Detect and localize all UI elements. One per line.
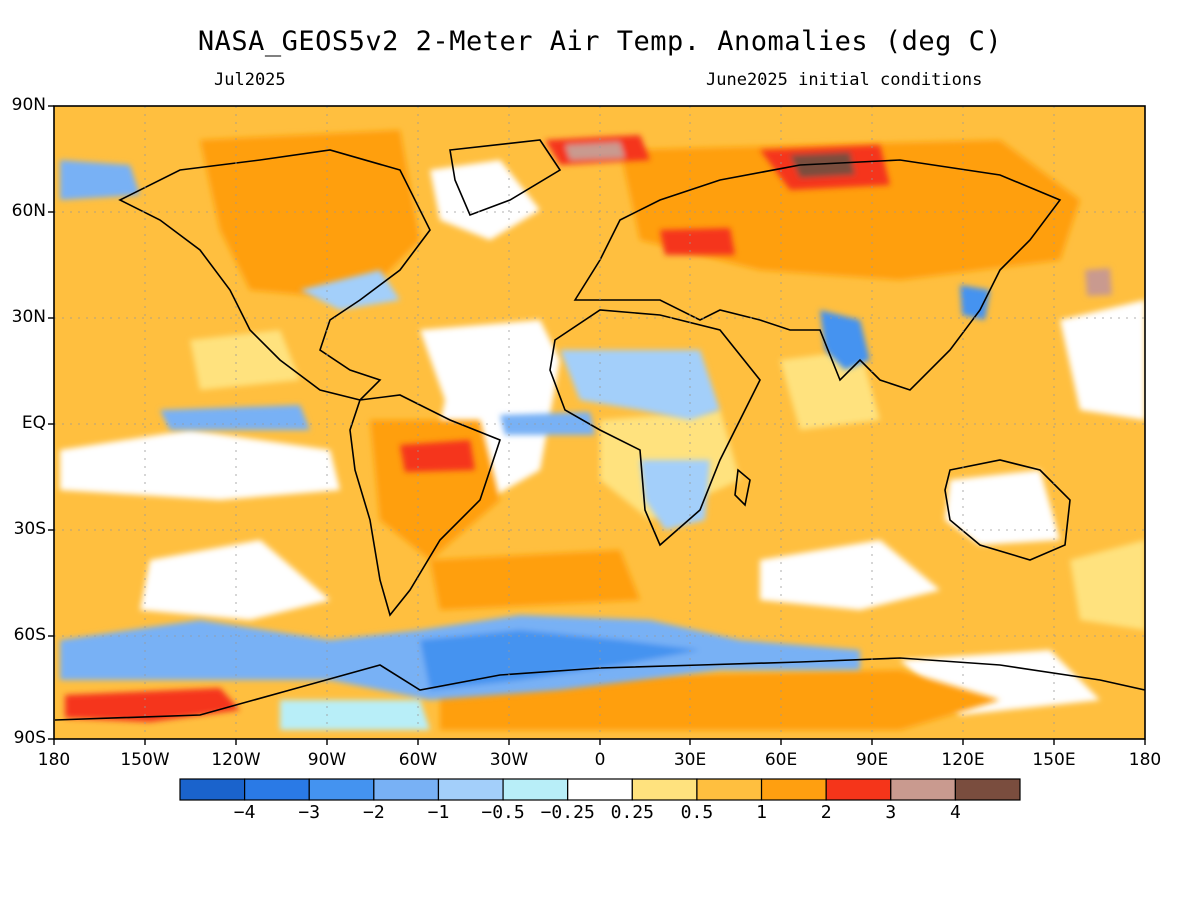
southern-africa-cold [640, 460, 710, 530]
colorbar-tick-label: −4 [233, 802, 256, 823]
weak-warm-4 [190, 330, 300, 390]
equatorial-atlantic-cold [500, 412, 595, 435]
warm-north-america [200, 130, 420, 300]
equatorial-pacific-cold [160, 405, 310, 430]
lat-label-60s: 60S [13, 625, 46, 645]
colorbar-tick-label: 1 [756, 802, 767, 823]
lat-label-90s: 90S [13, 728, 46, 748]
colorbar-tick-label: 4 [949, 802, 961, 823]
valid-month-label: Jul2025 [214, 70, 286, 90]
neutral-n-atlantic [430, 160, 540, 240]
lon-label-90w: 90W [307, 750, 347, 770]
colorbar-tick-label: −0.25 [540, 802, 595, 823]
siberia-warm-core [790, 152, 855, 178]
coast-madagascar [734, 468, 751, 507]
lon-label-30e: 30E [673, 750, 707, 770]
anomaly-field [54, 106, 1145, 739]
colorbar [179, 778, 1021, 801]
southern-ocean-cold-core [420, 630, 700, 690]
japan-cold [960, 285, 990, 320]
coast-africa [549, 309, 761, 547]
us-east-cold [300, 270, 400, 310]
colorbar-tick-label: 3 [885, 802, 897, 823]
lat-label-30s: 30S [13, 519, 46, 539]
coast-north-america [118, 149, 431, 401]
colorbar-tick-label: 2 [820, 802, 832, 823]
coast-europe-asia [573, 159, 1062, 391]
weak-warm-2 [1070, 540, 1145, 630]
colorbar-swatch [760, 778, 827, 801]
lon-label-30w: 30W [489, 750, 529, 770]
west-antarctica-warm [65, 688, 240, 722]
warm-eurasia [620, 140, 1080, 280]
page-title: NASA_GEOS5v2 2-Meter Air Temp. Anomalies… [197, 26, 1003, 57]
weak-warm-3 [780, 350, 880, 430]
coast-south-america [349, 394, 501, 617]
gridlines [54, 106, 1145, 739]
colorbar-tick-label: −1 [427, 802, 450, 823]
west-antarctic-pen-cold [280, 700, 430, 730]
lon-label-60e: 60E [764, 750, 798, 770]
colorbar-swatch [308, 778, 375, 801]
greenland-warm-core [565, 142, 625, 160]
colorbar-swatch [631, 778, 698, 801]
lon-label-120w: 120W [211, 750, 261, 770]
lon-label-120e: 120E [941, 750, 985, 770]
colorbar-tick-label: −0.5 [481, 802, 525, 823]
axis-ticks [48, 105, 1146, 745]
lon-label-180w: 180 [37, 750, 71, 770]
neutral-australia [945, 470, 1060, 545]
colorbar-swatch [244, 778, 310, 801]
colorbar-swatch [179, 778, 246, 801]
coast-greenland [449, 139, 562, 217]
colorbar-swatch [890, 778, 956, 801]
colorbar-swatch [567, 778, 633, 801]
colorbar-tick-label: −2 [363, 802, 385, 823]
neutral-south-pacific [140, 540, 330, 620]
lat-label-eq: EQ [21, 413, 46, 433]
colorbar-tick-label: −3 [298, 802, 321, 823]
north-pacific-warm [1085, 268, 1112, 296]
neutral-south-indian [760, 540, 940, 610]
lat-label-60n: 60N [11, 201, 46, 221]
arctic-cold [60, 160, 140, 200]
neutral-north-pacific [1060, 300, 1145, 420]
coast-australia [944, 459, 1071, 561]
colorbar-tick-label: 0.25 [610, 802, 654, 823]
colorbar-swatch [502, 778, 569, 801]
lon-label-90e: 90E [855, 750, 889, 770]
amazon-warm [400, 440, 475, 472]
colorbar-swatch [437, 778, 504, 801]
coastlines [54, 139, 1145, 721]
colorbar-swatch [954, 778, 1021, 801]
neutral-tropical-pacific [60, 430, 340, 500]
lon-label-150e: 150E [1032, 750, 1076, 770]
lon-label-150w: 150W [120, 750, 170, 770]
colorbar-swatch [696, 778, 763, 801]
colorbar-swatch [825, 778, 892, 801]
russia-warm [660, 228, 735, 255]
colorbar-tick-label: 0.5 [680, 802, 714, 823]
lon-label-180e: 180 [1128, 750, 1162, 770]
warm-south-atlantic [430, 550, 640, 610]
colorbar-swatch [373, 778, 440, 801]
india-cold [820, 310, 870, 370]
lon-label-60w: 60W [398, 750, 438, 770]
lon-label-0: 0 [594, 750, 606, 770]
init-conditions-label: June2025 initial conditions [706, 70, 983, 90]
lat-label-30n: 30N [11, 307, 46, 327]
lat-label-90n: 90N [11, 95, 46, 115]
